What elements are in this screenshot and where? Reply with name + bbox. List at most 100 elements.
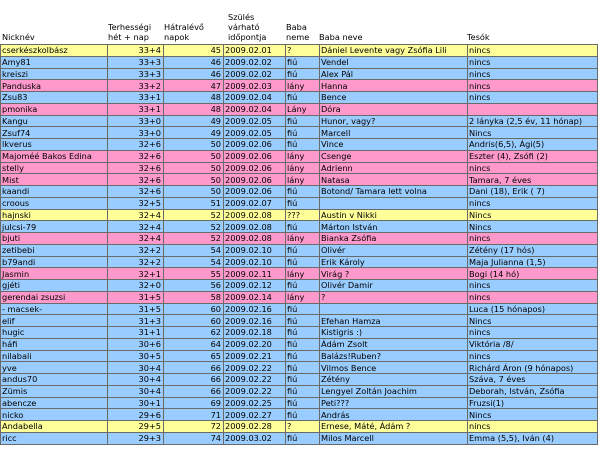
baby-name-cell[interactable]: Peti??? xyxy=(319,396,468,410)
siblings-cell[interactable]: nincs xyxy=(467,91,598,104)
sex-cell[interactable]: fiú xyxy=(285,384,320,398)
sex-cell[interactable]: ??? xyxy=(285,208,320,222)
week-cell[interactable]: 32+6 xyxy=(107,173,164,186)
week-cell[interactable]: 32+1 xyxy=(107,267,164,280)
due-date-cell[interactable]: 2009.02.21 xyxy=(223,349,286,363)
sex-cell[interactable]: fiú xyxy=(285,138,320,151)
nickname-cell[interactable]: gerendai zsuzsi xyxy=(0,290,108,304)
nickname-cell[interactable]: cserkészkolbász xyxy=(0,44,108,57)
nickname-cell[interactable]: b79andi xyxy=(0,255,108,269)
sex-cell[interactable]: fiú xyxy=(285,67,320,81)
sex-cell[interactable]: fiú xyxy=(285,373,320,386)
sex-cell[interactable]: lány xyxy=(285,149,320,163)
baby-name-cell[interactable] xyxy=(319,196,468,210)
baby-name-cell[interactable]: Olivér xyxy=(319,243,468,257)
baby-name-cell[interactable]: Bence xyxy=(319,91,468,104)
week-cell[interactable]: 32+6 xyxy=(107,138,164,151)
due-date-cell[interactable]: 2009.02.20 xyxy=(223,337,286,351)
siblings-cell[interactable]: 2 lányka (2,5 év, 11 hónap) xyxy=(467,114,598,128)
due-date-cell[interactable]: 2009.02.06 xyxy=(223,138,286,151)
week-cell[interactable]: 30+4 xyxy=(107,361,164,374)
nickname-cell[interactable]: kaandi xyxy=(0,185,108,198)
baby-name-cell[interactable]: Milos Marcell xyxy=(319,431,468,445)
days-left-cell[interactable]: 51 xyxy=(163,196,224,210)
due-date-cell[interactable]: 2009.02.06 xyxy=(223,161,286,175)
baby-name-cell[interactable]: Kistigris :) xyxy=(319,326,468,339)
nickname-cell[interactable]: Panduska xyxy=(0,79,108,92)
week-cell[interactable]: 32+6 xyxy=(107,149,164,163)
days-left-cell[interactable]: 55 xyxy=(163,267,224,280)
days-left-cell[interactable]: 46 xyxy=(163,55,224,69)
nickname-cell[interactable]: Amy81 xyxy=(0,55,108,69)
baby-name-cell[interactable]: Alex Pál xyxy=(319,67,468,81)
due-date-cell[interactable]: 2009.02.10 xyxy=(223,255,286,269)
week-cell[interactable]: 33+3 xyxy=(107,55,164,69)
siblings-cell[interactable]: Emma (5,5), Iván (4) xyxy=(467,431,598,445)
week-cell[interactable]: 33+1 xyxy=(107,91,164,104)
week-cell[interactable]: 31+1 xyxy=(107,326,164,339)
due-date-cell[interactable]: 2009.02.06 xyxy=(223,185,286,198)
nickname-cell[interactable]: Zsu83 xyxy=(0,91,108,104)
siblings-cell[interactable]: Eszter (4), Zsófi (2) xyxy=(467,149,598,163)
due-date-cell[interactable]: 2009.02.12 xyxy=(223,279,286,292)
days-left-cell[interactable]: 48 xyxy=(163,91,224,104)
week-cell[interactable]: 31+5 xyxy=(107,302,164,316)
siblings-cell[interactable]: Maja Julianna (1,5) xyxy=(467,255,598,269)
baby-name-cell[interactable]: Austin v Nikki xyxy=(319,208,468,222)
week-cell[interactable]: 29+5 xyxy=(107,420,164,433)
siblings-cell[interactable]: Fruzsi(1) xyxy=(467,396,598,410)
baby-name-cell[interactable]: Virág ? xyxy=(319,267,468,280)
baby-name-cell[interactable]: Efehan Hamza xyxy=(319,314,468,327)
sex-cell[interactable]: Lány xyxy=(285,102,320,116)
baby-name-cell[interactable]: Natasa xyxy=(319,173,468,186)
days-left-cell[interactable]: 50 xyxy=(163,185,224,198)
baby-name-cell[interactable] xyxy=(319,302,468,316)
days-left-cell[interactable]: 50 xyxy=(163,173,224,186)
siblings-cell[interactable]: Nincs xyxy=(467,126,598,139)
sex-cell[interactable]: fiú xyxy=(285,431,320,445)
due-date-cell[interactable]: 2009.02.05 xyxy=(223,114,286,128)
nickname-cell[interactable]: elif xyxy=(0,314,108,327)
siblings-cell[interactable]: nincs xyxy=(467,290,598,304)
sex-cell[interactable]: ? xyxy=(285,44,320,57)
nickname-cell[interactable]: Mist xyxy=(0,173,108,186)
due-date-cell[interactable]: 2009.03.02 xyxy=(223,431,286,445)
days-left-cell[interactable]: 50 xyxy=(163,149,224,163)
sex-cell[interactable]: fiú xyxy=(285,126,320,139)
sex-cell[interactable]: fiú xyxy=(285,408,320,421)
nickname-cell[interactable]: hajnski xyxy=(0,208,108,222)
nickname-cell[interactable]: nilabali xyxy=(0,349,108,363)
baby-name-cell[interactable]: Hanna xyxy=(319,79,468,92)
days-left-cell[interactable]: 62 xyxy=(163,326,224,339)
week-cell[interactable]: 32+2 xyxy=(107,255,164,269)
baby-name-cell[interactable]: Botond/ Tamara lett volna xyxy=(319,185,468,198)
baby-name-cell[interactable]: Balázs!Ruben? xyxy=(319,349,468,363)
nickname-cell[interactable]: - macsek- xyxy=(0,302,108,316)
siblings-cell[interactable]: nincs xyxy=(467,349,598,363)
week-cell[interactable]: 32+2 xyxy=(107,243,164,257)
nickname-cell[interactable]: zetibebi xyxy=(0,243,108,257)
nickname-cell[interactable]: lkverus xyxy=(0,138,108,151)
siblings-cell[interactable]: nincs xyxy=(467,232,598,245)
siblings-cell[interactable]: Nincs xyxy=(467,208,598,222)
due-date-cell[interactable]: 2009.02.03 xyxy=(223,79,286,92)
week-cell[interactable]: 29+3 xyxy=(107,431,164,445)
due-date-cell[interactable]: 2009.02.16 xyxy=(223,302,286,316)
days-left-cell[interactable]: 74 xyxy=(163,431,224,445)
due-date-cell[interactable]: 2009.02.27 xyxy=(223,408,286,421)
nickname-cell[interactable]: andus70 xyxy=(0,373,108,386)
baby-name-cell[interactable]: Zétény xyxy=(319,373,468,386)
week-cell[interactable]: 29+6 xyxy=(107,408,164,421)
baby-name-cell[interactable]: Lengyel Zoltán Joachim xyxy=(319,384,468,398)
days-left-cell[interactable]: 46 xyxy=(163,67,224,81)
sex-cell[interactable]: fiú xyxy=(285,91,320,104)
sex-cell[interactable]: fiú xyxy=(285,255,320,269)
nickname-cell[interactable]: Andabella xyxy=(0,420,108,433)
due-date-cell[interactable]: 2009.02.10 xyxy=(223,243,286,257)
siblings-cell[interactable]: nincs xyxy=(467,67,598,81)
nickname-cell[interactable]: Zümis xyxy=(0,384,108,398)
nickname-cell[interactable]: bjuti xyxy=(0,232,108,245)
siblings-cell[interactable]: nincs xyxy=(467,44,598,57)
baby-name-cell[interactable]: András xyxy=(319,408,468,421)
due-date-cell[interactable]: 2009.02.11 xyxy=(223,267,286,280)
